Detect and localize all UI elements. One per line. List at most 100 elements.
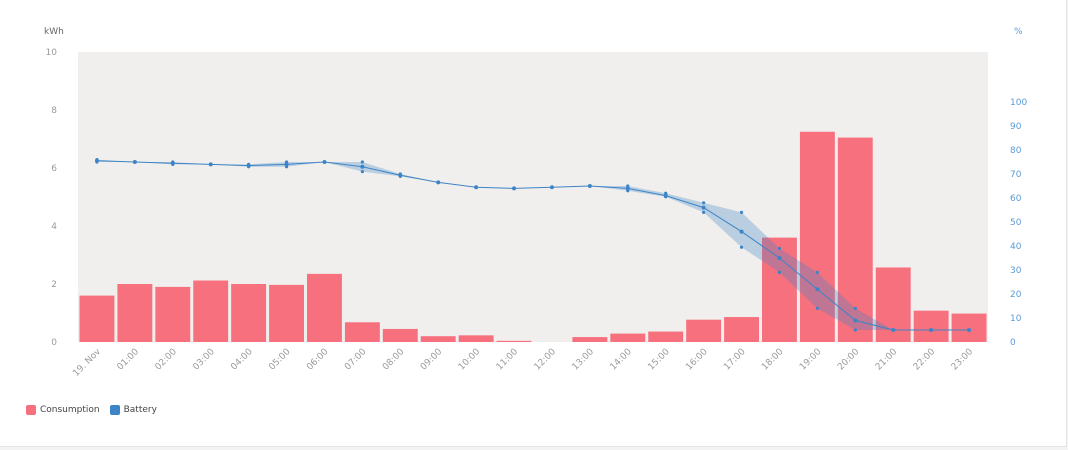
battery-swatch: [109, 405, 120, 415]
x-tick: 11:00: [495, 347, 521, 373]
battery-high-point: [815, 270, 819, 274]
consumption-bar: [269, 284, 304, 342]
consumption-bar: [762, 237, 797, 342]
consumption-bar: [496, 340, 532, 342]
consumption-bar: [382, 328, 418, 342]
consumption-bar: [951, 313, 987, 342]
consumption-bar: [420, 336, 456, 342]
battery-low-point: [626, 189, 630, 193]
battery-high-point: [360, 160, 364, 164]
x-tick: 04:00: [229, 347, 255, 373]
x-tick: 19:00: [798, 347, 824, 373]
battery-point: [929, 328, 934, 332]
x-tick: 07:00: [343, 347, 369, 373]
battery-high-point: [664, 191, 668, 195]
y-left-tick: 6: [51, 164, 57, 174]
y-left-tick: 4: [51, 222, 57, 232]
battery-point: [587, 184, 592, 188]
battery-low-point: [95, 160, 99, 164]
battery-high-point: [702, 201, 706, 205]
consumption-bar: [610, 333, 646, 342]
battery-low-point: [171, 162, 175, 166]
battery-high-point: [853, 306, 857, 310]
battery-low-point: [739, 245, 744, 249]
battery-point: [701, 205, 706, 210]
x-tick: 13:00: [571, 347, 597, 373]
y-left-unit: kWh: [44, 27, 64, 37]
plot-area: [78, 52, 988, 342]
battery-point: [474, 185, 479, 190]
y-right-tick: 90: [1010, 122, 1022, 132]
x-tick: 03:00: [191, 347, 217, 373]
x-tick: 23:00: [950, 347, 976, 373]
battery-point: [891, 328, 896, 332]
consumption-bar: [155, 286, 191, 342]
y-right-tick: 50: [1010, 218, 1022, 228]
legend-item-battery[interactable]: Battery: [109, 405, 157, 415]
consumption-bar: [344, 322, 380, 342]
battery-point: [208, 162, 213, 167]
y-right-unit: %: [1014, 27, 1023, 37]
y-left-tick: 8: [51, 106, 57, 116]
y-left-tick: 10: [46, 48, 58, 58]
y-right-tick: 20: [1010, 290, 1022, 300]
consumption-bar: [79, 295, 115, 342]
battery-low-point: [284, 165, 289, 169]
battery-high-point: [247, 162, 251, 166]
battery-low-point: [398, 174, 402, 178]
x-tick: 12:00: [533, 347, 559, 373]
x-tick: 05:00: [267, 347, 293, 373]
battery-high-point: [95, 158, 99, 162]
battery-low-point: [247, 165, 251, 169]
y-left-tick: 0: [51, 338, 57, 348]
y-right-tick: 10: [1010, 314, 1022, 324]
legend-item-consumption[interactable]: Consumption: [26, 405, 100, 415]
x-tick: 08:00: [381, 347, 407, 373]
consumption-bar: [648, 331, 684, 342]
battery-point: [512, 186, 517, 191]
battery-high-point: [398, 172, 402, 176]
consumption-bar: [307, 273, 342, 342]
battery-point: [132, 160, 137, 164]
battery-low-point: [360, 170, 364, 174]
x-tick: 18:00: [760, 347, 786, 373]
battery-low-point: [664, 195, 668, 199]
battery-high-point: [171, 160, 175, 164]
battery-point: [739, 229, 744, 234]
x-tick: 15:00: [646, 347, 672, 373]
legend-label-battery: Battery: [123, 405, 157, 415]
battery-point: [853, 318, 858, 323]
battery-high-point: [777, 246, 782, 250]
x-tick: 02:00: [154, 347, 180, 373]
y-right-tick: 80: [1010, 146, 1022, 156]
x-tick: 19. Nov: [71, 347, 103, 379]
x-tick: 14:00: [609, 347, 635, 373]
x-tick: 20:00: [836, 347, 862, 373]
battery-point: [967, 328, 972, 332]
battery-low-point: [702, 210, 706, 214]
battery-high-point: [626, 184, 630, 188]
consumption-bar: [913, 310, 949, 342]
battery-low-point: [815, 306, 819, 310]
battery-point: [625, 186, 630, 191]
battery-point: [436, 180, 441, 185]
y-right-tick: 30: [1010, 266, 1022, 276]
battery-low-point: [853, 328, 857, 332]
y-right-tick: 0: [1010, 338, 1016, 348]
x-tick: 22:00: [912, 347, 938, 373]
y-right-tick: 70: [1010, 170, 1022, 180]
x-tick: 17:00: [722, 347, 748, 373]
battery-point: [777, 256, 782, 260]
battery-point: [360, 164, 365, 169]
consumption-bar: [458, 335, 494, 342]
x-tick: 16:00: [684, 347, 710, 373]
battery-point: [284, 162, 289, 167]
y-left-tick: 2: [51, 280, 57, 290]
x-tick: 10:00: [457, 347, 483, 373]
battery-low-point: [777, 270, 782, 274]
x-tick: 01:00: [116, 347, 142, 373]
consumption-bar: [117, 284, 153, 342]
x-tick: 06:00: [305, 347, 331, 373]
